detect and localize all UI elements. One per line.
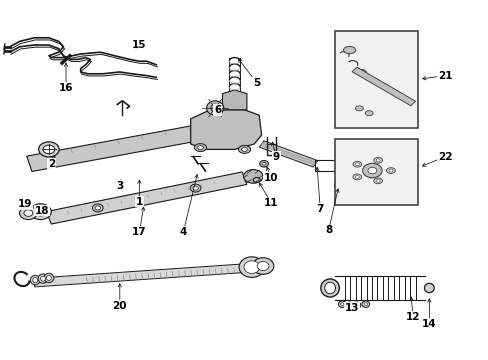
Ellipse shape (244, 261, 259, 274)
Polygon shape (34, 264, 244, 287)
Ellipse shape (352, 302, 360, 309)
Polygon shape (27, 118, 237, 171)
Polygon shape (190, 110, 261, 149)
Text: 5: 5 (253, 78, 260, 88)
Text: 13: 13 (344, 303, 359, 313)
Ellipse shape (375, 159, 379, 162)
Ellipse shape (343, 46, 355, 54)
Ellipse shape (340, 303, 344, 306)
Ellipse shape (33, 278, 38, 283)
Ellipse shape (238, 145, 250, 153)
Ellipse shape (197, 146, 203, 150)
Text: 7: 7 (316, 204, 324, 214)
Ellipse shape (30, 204, 51, 220)
Polygon shape (46, 172, 246, 224)
Polygon shape (259, 141, 317, 167)
Ellipse shape (243, 170, 263, 183)
Text: 8: 8 (325, 225, 331, 235)
Ellipse shape (46, 275, 51, 280)
Ellipse shape (210, 104, 219, 112)
Ellipse shape (190, 184, 201, 192)
Polygon shape (260, 143, 316, 165)
Ellipse shape (345, 193, 353, 199)
Bar (334, 31, 417, 128)
Text: 16: 16 (59, 83, 73, 93)
Ellipse shape (41, 276, 45, 281)
Ellipse shape (365, 111, 372, 116)
Polygon shape (222, 90, 246, 110)
Ellipse shape (363, 303, 367, 306)
Ellipse shape (35, 207, 46, 216)
Ellipse shape (373, 178, 382, 184)
Ellipse shape (92, 204, 103, 212)
Ellipse shape (337, 183, 342, 188)
Ellipse shape (354, 304, 358, 307)
Polygon shape (351, 67, 415, 106)
Text: 10: 10 (264, 173, 278, 183)
Ellipse shape (347, 304, 350, 307)
Ellipse shape (352, 161, 361, 167)
Ellipse shape (38, 274, 48, 283)
Ellipse shape (257, 261, 268, 271)
Ellipse shape (95, 206, 101, 210)
Ellipse shape (241, 148, 247, 151)
Text: 9: 9 (272, 152, 279, 162)
Text: 19: 19 (18, 199, 33, 210)
Ellipse shape (338, 301, 346, 307)
Ellipse shape (44, 273, 54, 283)
Ellipse shape (355, 163, 359, 166)
Text: 15: 15 (132, 40, 146, 50)
Text: 17: 17 (132, 227, 146, 237)
Ellipse shape (324, 282, 335, 294)
Text: 2: 2 (48, 159, 55, 169)
Text: 6: 6 (214, 105, 221, 115)
Text: 3: 3 (116, 181, 123, 191)
Ellipse shape (345, 302, 353, 309)
Ellipse shape (20, 207, 37, 220)
Ellipse shape (334, 180, 345, 190)
Ellipse shape (424, 283, 433, 293)
Ellipse shape (320, 279, 339, 297)
Ellipse shape (206, 101, 223, 115)
Ellipse shape (194, 144, 206, 152)
Ellipse shape (355, 175, 359, 178)
Text: 22: 22 (437, 152, 451, 162)
Text: 14: 14 (421, 319, 436, 329)
Ellipse shape (239, 257, 264, 278)
Ellipse shape (362, 163, 382, 178)
Text: 21: 21 (437, 71, 451, 81)
Ellipse shape (386, 168, 395, 174)
Bar (334, 139, 417, 205)
Ellipse shape (388, 169, 392, 172)
Text: 11: 11 (264, 198, 278, 208)
Text: 4: 4 (179, 227, 187, 237)
Ellipse shape (30, 275, 40, 285)
Ellipse shape (252, 258, 273, 274)
Ellipse shape (375, 179, 379, 182)
Text: 1: 1 (136, 197, 142, 207)
Ellipse shape (262, 162, 265, 165)
Text: 18: 18 (34, 206, 49, 216)
Ellipse shape (192, 186, 198, 190)
Ellipse shape (253, 177, 260, 183)
Text: 20: 20 (112, 301, 127, 311)
Ellipse shape (43, 145, 55, 154)
Ellipse shape (367, 167, 376, 174)
Ellipse shape (259, 161, 268, 167)
Ellipse shape (355, 106, 363, 111)
Ellipse shape (373, 157, 382, 163)
Ellipse shape (39, 142, 59, 157)
Ellipse shape (361, 301, 369, 307)
Text: 12: 12 (405, 312, 420, 322)
Ellipse shape (352, 174, 361, 180)
Ellipse shape (24, 210, 33, 216)
